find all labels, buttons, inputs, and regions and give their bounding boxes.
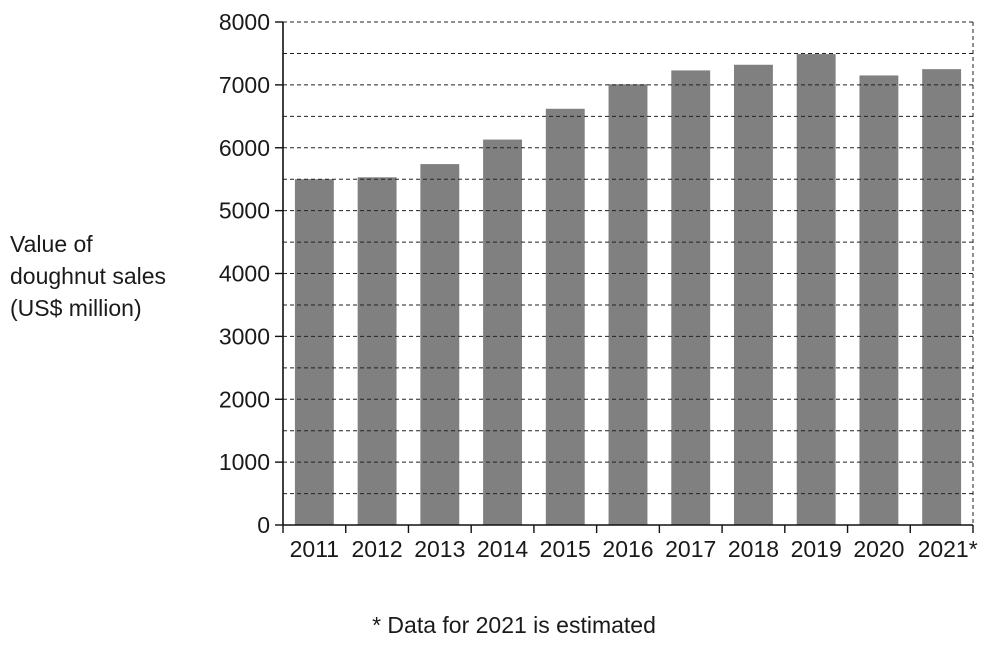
x-tick-label-2014: 2014 [477,536,528,562]
bar-2021 [922,69,962,525]
y-tick-label-7000: 7000 [219,72,270,98]
x-tick-label-2011: 2011 [290,536,339,562]
x-tick-label-2021: 2021* [918,536,978,562]
x-tick-label-2020: 2020 [853,536,904,562]
x-tick-label-2018: 2018 [728,536,779,562]
bar-2013 [420,164,460,525]
bar-2017 [671,70,711,525]
y-tick-label-5000: 5000 [219,198,270,224]
y-tick-label-0: 0 [257,512,270,538]
x-tick-label-2016: 2016 [602,536,653,562]
bar-2015 [545,108,585,525]
bar-2018 [734,64,773,525]
y-axis-label-line-1: Value of [10,231,93,257]
y-tick-label-6000: 6000 [219,135,270,161]
bar-2012 [357,177,397,525]
x-tick-label-2012: 2012 [352,536,403,562]
x-tick-label-2015: 2015 [540,536,591,562]
bar-2020 [859,75,899,525]
footnote-wrapper: * Data for 2021 is estimated [0,612,998,639]
bar-2014 [483,139,522,526]
x-tick-label-2017: 2017 [665,536,716,562]
y-tick-label-2000: 2000 [219,386,270,412]
y-axis-label: Value of doughnut sales (US$ million) [10,228,166,324]
y-axis-label-line-3: (US$ million) [10,295,142,321]
bar-2011 [294,179,334,525]
y-tick-label-4000: 4000 [219,261,270,287]
y-tick-label-1000: 1000 [219,449,270,475]
bar-2019 [796,54,836,525]
y-tick-label-8000: 8000 [219,9,270,35]
y-tick-label-3000: 3000 [219,323,270,349]
y-axis-label-line-2: doughnut sales [10,263,167,289]
footnote: * Data for 2021 is estimated [372,612,656,638]
x-tick-label-2013: 2013 [414,536,465,562]
x-tick-label-2019: 2019 [791,536,842,562]
